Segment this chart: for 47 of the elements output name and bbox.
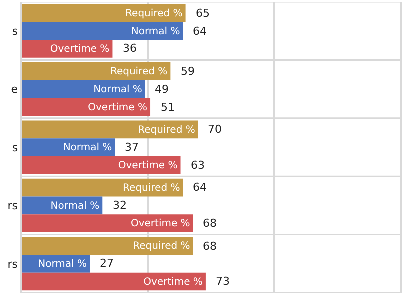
text: Overtime % [144, 276, 203, 288]
series-label: Required % [133, 241, 190, 252]
data-label: 73 [216, 275, 230, 288]
y-tick-label: rs [8, 258, 18, 271]
bar [22, 4, 186, 22]
bar [22, 62, 171, 80]
text: Overtime % [88, 102, 148, 114]
data-label: 36 [123, 42, 137, 55]
series-label: Overtime % [130, 218, 190, 230]
data-label: 51 [161, 101, 175, 114]
y-tick-label: s [12, 24, 18, 38]
data-label: 49 [155, 83, 169, 96]
data-label: 64 [193, 181, 207, 194]
y-tick-label: e [11, 83, 18, 96]
text: Normal % [94, 84, 142, 96]
data-label: 65 [196, 7, 210, 20]
text: Required % [110, 66, 168, 78]
text: Required % [138, 124, 196, 136]
bar [22, 272, 206, 291]
data-label: 70 [208, 123, 222, 136]
series-label: Normal % [63, 142, 112, 154]
bar [22, 120, 198, 139]
text: Overtime % [118, 160, 178, 172]
y-tick-label: rs [8, 200, 18, 213]
bar [22, 138, 116, 156]
data-label: 27 [100, 257, 114, 270]
text: Overtime % [50, 44, 110, 56]
data-label: 68 [203, 217, 217, 230]
bar [22, 178, 184, 197]
data-label: 59 [181, 65, 195, 78]
data-label: 63 [191, 159, 205, 172]
text: Normal % [50, 200, 100, 212]
bar [22, 156, 181, 174]
text: Required % [123, 183, 180, 194]
data-label: 32 [113, 199, 127, 212]
bar [22, 214, 194, 232]
y-tick-label: s [12, 141, 18, 154]
bar [22, 98, 151, 116]
data-label: 68 [203, 240, 217, 253]
bar [22, 80, 146, 98]
data-label: 64 [193, 25, 207, 38]
text: Required % [126, 8, 183, 20]
bar [22, 22, 184, 40]
bar [22, 237, 194, 255]
text: Normal % [131, 26, 180, 38]
data-label: 37 [125, 141, 139, 154]
text: Normal % [38, 259, 87, 270]
